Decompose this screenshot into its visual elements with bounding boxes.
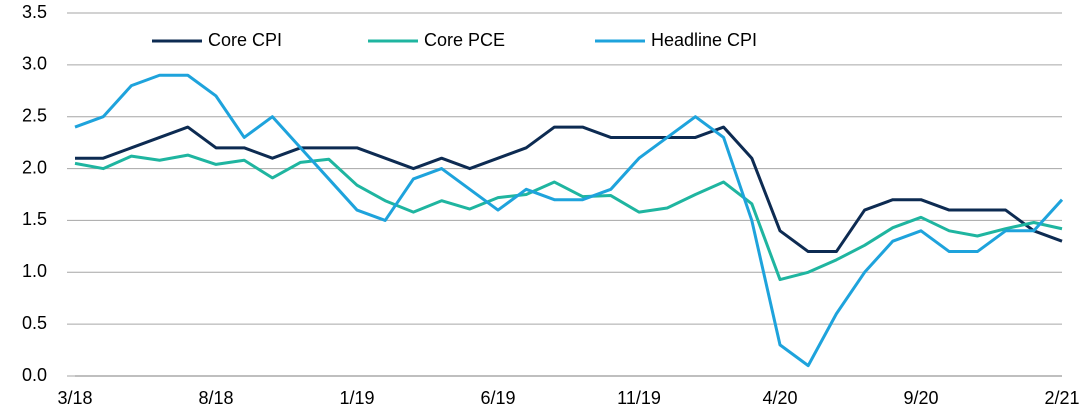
x-tick-label: 4/20 bbox=[762, 388, 797, 408]
y-tick-label: 0.0 bbox=[22, 365, 47, 385]
x-tick-label: 8/18 bbox=[198, 388, 233, 408]
legend-label: Core CPI bbox=[208, 30, 282, 50]
x-tick-label: 11/19 bbox=[617, 388, 661, 408]
y-tick-label: 0.5 bbox=[22, 313, 47, 333]
x-tick-label: 9/20 bbox=[903, 388, 938, 408]
y-tick-label: 1.5 bbox=[22, 209, 47, 229]
y-tick-label: 3.5 bbox=[22, 2, 47, 22]
legend-label: Headline CPI bbox=[651, 30, 757, 50]
series-line bbox=[74, 73, 1064, 368]
y-tick-label: 2.5 bbox=[22, 105, 47, 125]
x-tick-label: 2/21 bbox=[1044, 388, 1079, 408]
x-tick-label: 3/18 bbox=[57, 388, 92, 408]
x-tick-label: 6/19 bbox=[480, 388, 515, 408]
legend-label: Core PCE bbox=[424, 30, 505, 50]
x-tick-label: 1/19 bbox=[339, 388, 374, 408]
y-tick-label: 3.0 bbox=[22, 54, 47, 74]
y-tick-label: 1.0 bbox=[22, 261, 47, 281]
series-line bbox=[74, 153, 1063, 282]
y-tick-label: 2.0 bbox=[22, 157, 47, 177]
series-line bbox=[75, 125, 1063, 254]
